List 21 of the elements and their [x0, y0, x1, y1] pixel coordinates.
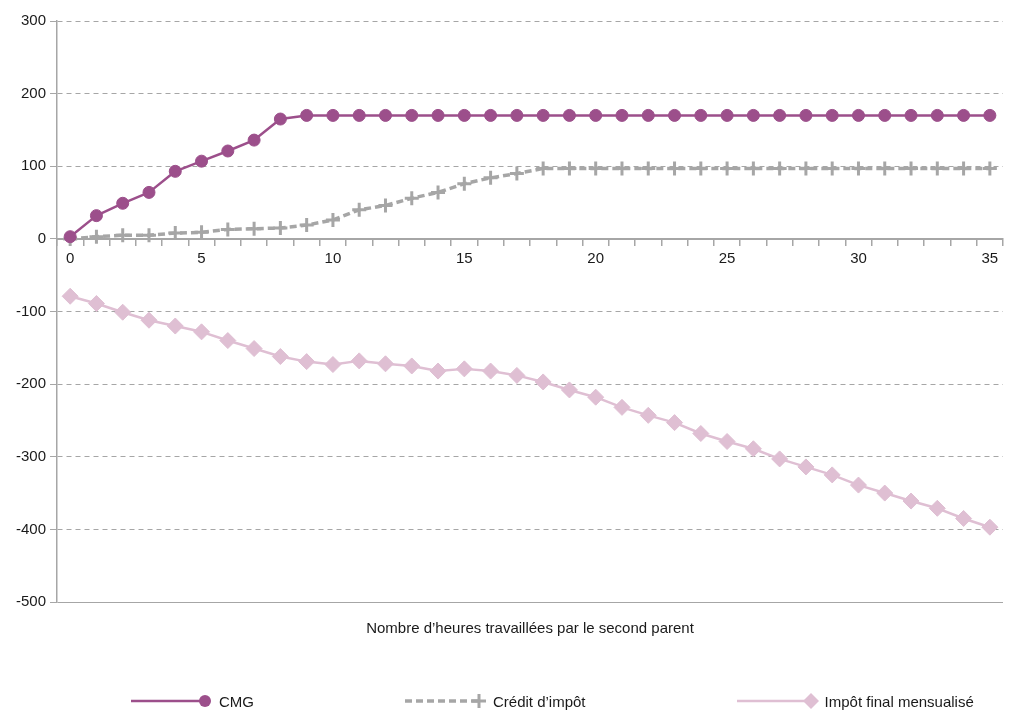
y-tick-label: 0	[37, 229, 47, 247]
y-tick-label: -400	[15, 519, 47, 537]
legend-label: Crédit d’impôt	[493, 692, 586, 710]
x-tick-label: 30	[850, 249, 867, 267]
x-tick-label: 5	[197, 249, 206, 267]
y-tick-label: -500	[15, 592, 47, 610]
y-tick-label: 200	[20, 83, 47, 101]
y-tick-label: -300	[15, 446, 47, 464]
legend-label: Impôt final mensualisé	[824, 692, 974, 710]
legend-label: CMG	[219, 692, 254, 710]
x-tick-label: 20	[587, 249, 605, 267]
y-tick-label: -100	[15, 301, 47, 319]
x-axis-title: Nombre d’heures travaillées par le second parent	[366, 619, 695, 637]
x-tick-label: 10	[324, 249, 342, 267]
y-tick-label: 300	[20, 11, 47, 29]
x-tick-label: 0	[65, 249, 75, 267]
x-tick-label: 15	[455, 249, 473, 267]
y-tick-label: 100	[20, 156, 47, 174]
x-tick-label: 35	[981, 249, 999, 267]
x-tick-label: 25	[718, 249, 736, 267]
y-tick-label: -200	[15, 374, 47, 392]
